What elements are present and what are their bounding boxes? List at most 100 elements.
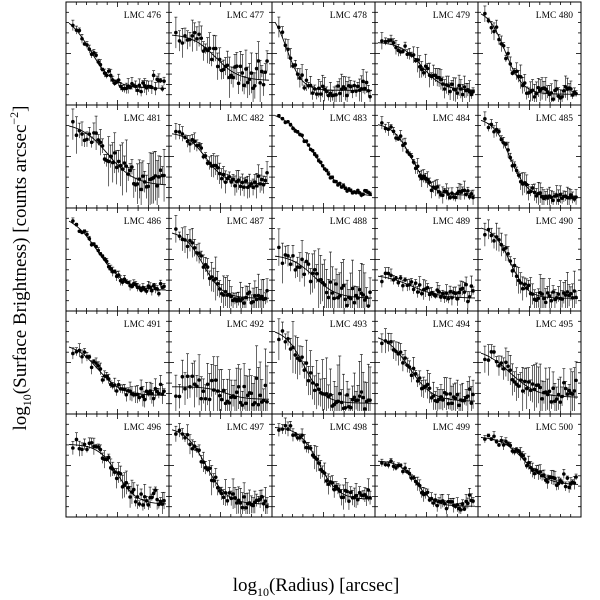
data-point xyxy=(471,289,475,293)
data-point xyxy=(94,361,98,365)
data-point xyxy=(318,160,323,165)
data-point xyxy=(572,389,577,393)
data-point xyxy=(98,447,103,452)
data-point xyxy=(435,185,440,189)
data-point xyxy=(363,407,367,411)
data-point xyxy=(469,284,474,288)
data-point xyxy=(240,180,245,185)
data-point xyxy=(464,192,468,197)
data-point xyxy=(310,91,315,95)
data-point xyxy=(508,62,513,66)
data-point xyxy=(516,173,521,178)
data-point xyxy=(494,235,499,239)
data-point xyxy=(261,182,266,187)
data-point xyxy=(94,53,98,58)
data-point xyxy=(516,449,521,454)
data-point xyxy=(508,155,513,160)
data-point xyxy=(162,284,166,289)
data-point xyxy=(543,390,548,394)
data-point xyxy=(100,254,105,259)
data-point xyxy=(501,443,506,447)
data-point xyxy=(549,298,554,303)
data-point xyxy=(444,291,449,296)
data-point xyxy=(77,128,82,133)
data-point xyxy=(126,172,131,176)
data-point xyxy=(389,340,393,344)
data-point xyxy=(361,293,365,297)
data-point xyxy=(415,164,420,169)
data-point xyxy=(514,69,519,74)
data-point xyxy=(524,286,529,290)
data-point xyxy=(440,398,445,402)
data-point xyxy=(183,435,187,440)
data-point xyxy=(394,349,398,354)
data-point xyxy=(142,494,147,499)
data-point xyxy=(141,503,145,507)
data-point xyxy=(352,83,357,88)
data-point xyxy=(142,397,147,402)
data-point xyxy=(467,294,472,299)
data-point xyxy=(197,448,201,453)
data-point xyxy=(518,378,523,382)
data-point xyxy=(185,244,190,249)
data-point xyxy=(215,485,220,490)
data-point xyxy=(77,28,82,33)
data-point xyxy=(139,187,143,192)
data-point xyxy=(572,289,577,293)
data-point xyxy=(425,285,430,290)
data-point xyxy=(492,129,496,134)
data-point xyxy=(439,395,443,399)
data-point xyxy=(185,139,190,144)
data-point xyxy=(151,396,156,401)
data-point xyxy=(293,268,298,272)
data-point xyxy=(139,288,143,293)
data-point xyxy=(190,34,195,38)
data-point xyxy=(336,84,340,88)
data-point xyxy=(261,501,266,506)
data-point xyxy=(254,184,259,188)
data-point xyxy=(489,233,494,238)
data-point xyxy=(453,195,458,200)
data-point xyxy=(298,358,302,363)
data-point xyxy=(345,303,349,308)
data-point xyxy=(310,381,315,385)
data-point xyxy=(120,280,125,284)
data-point xyxy=(211,388,216,392)
data-point xyxy=(551,97,555,101)
data-point xyxy=(542,473,546,477)
data-point xyxy=(460,502,465,506)
data-point xyxy=(549,400,554,404)
panel-label: LMC 495 xyxy=(536,320,573,330)
data-point xyxy=(110,78,115,82)
data-point xyxy=(389,38,393,42)
data-point xyxy=(337,294,342,298)
data-point xyxy=(401,49,405,54)
data-point xyxy=(108,154,113,159)
data-point xyxy=(357,287,362,292)
data-point xyxy=(87,132,92,136)
data-point xyxy=(558,400,563,404)
data-point xyxy=(403,44,407,48)
data-point xyxy=(466,394,470,398)
data-point xyxy=(530,382,535,386)
data-point xyxy=(96,138,101,142)
data-point xyxy=(326,295,331,300)
data-point xyxy=(328,393,333,397)
data-point xyxy=(124,392,129,397)
data-point xyxy=(74,222,79,227)
data-point xyxy=(74,133,79,138)
panel: LMC 478 xyxy=(271,1,376,106)
data-point xyxy=(448,290,452,294)
data-point xyxy=(157,391,161,396)
data-point xyxy=(425,66,430,71)
data-point xyxy=(444,506,449,511)
data-point xyxy=(383,39,388,44)
data-point xyxy=(425,382,430,387)
data-point xyxy=(256,293,261,298)
panel: LMC 490 xyxy=(477,207,582,312)
panel: LMC 485 xyxy=(477,104,582,209)
data-point xyxy=(233,495,237,500)
data-point xyxy=(263,178,268,183)
data-point xyxy=(128,389,132,393)
data-point xyxy=(162,173,166,178)
